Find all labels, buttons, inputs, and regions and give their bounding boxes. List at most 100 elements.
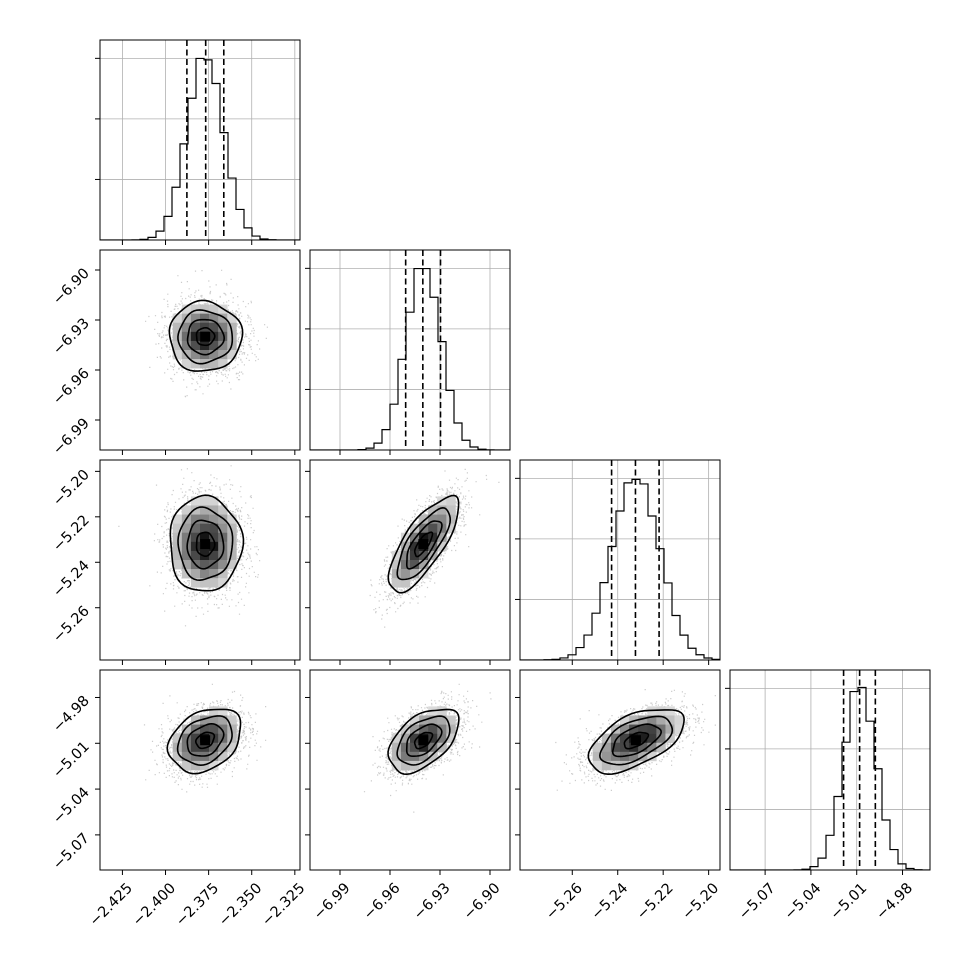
panel-3-1 — [305, 669, 511, 875]
x-tick-label-3-1: −5.04 — [782, 880, 825, 923]
density-cell — [400, 742, 411, 753]
density-cell — [209, 560, 219, 570]
density-cell — [200, 304, 210, 314]
density-cell — [209, 514, 219, 524]
density-cell — [410, 550, 420, 561]
histogram-0 — [100, 57, 300, 240]
density-cell — [446, 505, 456, 515]
density-cell — [181, 340, 192, 351]
density-cell — [209, 578, 219, 588]
density-cell — [592, 760, 603, 771]
density-cell — [391, 578, 402, 588]
x-tick-label-0-4: −2.325 — [259, 880, 308, 929]
density-cell — [638, 724, 648, 734]
contour-1-0-1 — [186, 318, 226, 356]
density-cell — [190, 541, 201, 552]
density-cell — [209, 760, 219, 771]
density-cell — [410, 569, 420, 579]
y-tick-label-1-2: −6.93 — [50, 316, 93, 359]
y-tick-label-2-2: −5.22 — [50, 512, 93, 555]
contour-1-0-3 — [168, 299, 244, 372]
density-peak-1-0 — [200, 331, 211, 342]
contour-3-1-3 — [387, 708, 460, 776]
x-tick-label-0-2: −2.375 — [173, 880, 222, 929]
density-cell — [181, 304, 192, 314]
density-cell — [446, 514, 456, 524]
density-cell — [200, 578, 210, 588]
density-cell — [437, 715, 447, 725]
density-cell — [190, 532, 201, 543]
density-3-0 — [143, 683, 267, 793]
density-cell — [391, 560, 402, 570]
density-cell — [218, 706, 228, 716]
density-cell — [437, 505, 447, 515]
density-cell — [181, 760, 192, 771]
density-cell — [647, 751, 657, 762]
density-cell — [218, 578, 228, 588]
panel-frame-3-2 — [519, 669, 721, 871]
density-cell — [190, 715, 201, 725]
density-cell — [181, 532, 192, 543]
density-cell — [419, 532, 429, 543]
density-cell — [227, 523, 237, 534]
contour-2-1-0 — [413, 531, 434, 558]
density-cell — [190, 304, 201, 314]
density-cell — [647, 724, 657, 734]
density-cell — [190, 760, 201, 771]
density-cell — [437, 724, 447, 734]
density-cell — [218, 340, 228, 351]
x-tick-label-2-3: −5.20 — [680, 880, 723, 923]
density-cell — [218, 550, 228, 561]
density-cell — [227, 560, 237, 570]
density-cell — [620, 724, 630, 734]
contour-3-2-0 — [623, 731, 650, 750]
density-cell — [629, 724, 639, 734]
density-cell — [172, 313, 183, 324]
y-tick-label-3-3: −4.98 — [50, 693, 93, 736]
panel-frame-2-0 — [99, 459, 301, 661]
y-tick-label-1-3: −6.90 — [50, 266, 93, 309]
scatter-points-3-0 — [143, 683, 267, 793]
contour-3-0-2 — [176, 715, 233, 766]
density-cell — [200, 496, 210, 506]
y-tick-label-3-0: −5.07 — [50, 830, 93, 873]
x-tick-label-1-1: −6.96 — [361, 880, 404, 923]
density-cell — [656, 733, 666, 744]
density-peak-2-0 — [200, 539, 211, 550]
contour-3-0-1 — [186, 722, 225, 757]
density-cell — [400, 751, 411, 762]
density-cell — [410, 560, 420, 570]
y-tick-label-2-0: −5.26 — [50, 603, 93, 646]
y-tick-label-3-1: −5.04 — [50, 785, 93, 828]
density-cell — [601, 733, 612, 744]
contour-2-1-2 — [396, 507, 452, 581]
x-tick-label-2-2: −5.22 — [634, 880, 677, 923]
density-cell — [190, 505, 201, 515]
density-peak-3-1 — [418, 735, 429, 746]
density-cell — [200, 514, 210, 524]
density-cell — [419, 514, 429, 524]
density-cell — [200, 724, 210, 734]
density-cell — [209, 322, 219, 333]
density-cell — [190, 523, 201, 534]
density-cell — [172, 322, 183, 333]
density-cell — [218, 322, 228, 333]
scatter-points-3-1 — [363, 683, 492, 813]
density-cell — [601, 760, 612, 771]
x-tick-label-3-2: −5.01 — [828, 880, 871, 923]
contour-3-0-0 — [194, 731, 216, 750]
density-cell — [190, 331, 201, 342]
density-cell — [428, 724, 438, 734]
contour-2-0-0 — [195, 531, 216, 558]
density-peak-2-1 — [418, 539, 429, 550]
panel-frame-0-0 — [99, 39, 301, 241]
contour-2-1-3 — [387, 494, 460, 594]
density-cell — [647, 742, 657, 753]
y-tick-label-2-1: −5.24 — [50, 558, 93, 601]
y-tick-label-1-1: −6.96 — [50, 366, 93, 409]
x-tick-label-0-1: −2.400 — [130, 880, 179, 929]
density-cell — [190, 578, 201, 588]
density-cell — [172, 340, 183, 351]
density-peak-3-2 — [630, 735, 641, 746]
density-cell — [209, 569, 219, 579]
